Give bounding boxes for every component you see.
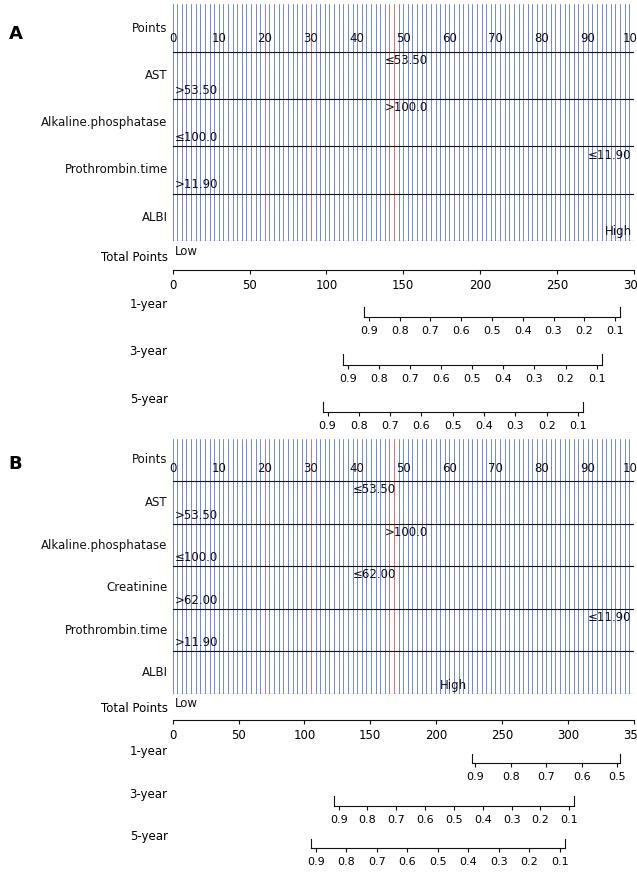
Text: 30: 30 xyxy=(304,462,318,475)
Text: 70: 70 xyxy=(488,31,503,45)
Text: AST: AST xyxy=(145,69,168,82)
Text: 30: 30 xyxy=(304,31,318,45)
Text: Total Points: Total Points xyxy=(101,703,168,716)
Text: 1-year: 1-year xyxy=(129,299,168,311)
Text: 80: 80 xyxy=(534,462,549,475)
Text: 0: 0 xyxy=(169,31,176,45)
Text: 20: 20 xyxy=(257,462,272,475)
Text: 5-year: 5-year xyxy=(130,830,168,843)
Text: ≤53.50: ≤53.50 xyxy=(385,54,428,67)
Text: Total Points: Total Points xyxy=(101,251,168,264)
Text: ALBI: ALBI xyxy=(141,210,168,223)
Text: 60: 60 xyxy=(442,462,457,475)
Text: 80: 80 xyxy=(534,31,549,45)
Text: 50: 50 xyxy=(396,31,411,45)
Text: >11.90: >11.90 xyxy=(175,178,218,191)
Text: 60: 60 xyxy=(442,31,457,45)
Text: 50: 50 xyxy=(396,462,411,475)
Text: 20: 20 xyxy=(257,31,272,45)
Text: ≤100.0: ≤100.0 xyxy=(175,551,218,564)
Text: ≤100.0: ≤100.0 xyxy=(175,131,218,144)
Text: 5-year: 5-year xyxy=(130,393,168,406)
Text: 100: 100 xyxy=(623,31,637,45)
Text: 40: 40 xyxy=(350,462,364,475)
Text: >100.0: >100.0 xyxy=(385,526,428,539)
Text: >53.50: >53.50 xyxy=(175,84,218,97)
Text: ≤11.90: ≤11.90 xyxy=(588,148,631,162)
Text: High: High xyxy=(605,225,631,238)
Text: 40: 40 xyxy=(350,31,364,45)
Text: 70: 70 xyxy=(488,462,503,475)
Text: >11.90: >11.90 xyxy=(175,636,218,650)
Text: >53.50: >53.50 xyxy=(175,509,218,522)
Text: 3-year: 3-year xyxy=(130,346,168,359)
Text: 10: 10 xyxy=(211,462,226,475)
Text: Low: Low xyxy=(175,698,198,711)
Text: ALBI: ALBI xyxy=(141,666,168,679)
Text: 100: 100 xyxy=(623,462,637,475)
Text: ≤11.90: ≤11.90 xyxy=(588,611,631,624)
Text: ≤53.50: ≤53.50 xyxy=(352,484,396,497)
Text: 1-year: 1-year xyxy=(129,745,168,758)
Text: 0: 0 xyxy=(169,462,176,475)
Text: ≤62.00: ≤62.00 xyxy=(352,568,396,581)
Text: A: A xyxy=(9,24,23,43)
Text: Prothrombin.time: Prothrombin.time xyxy=(64,623,168,636)
Text: Points: Points xyxy=(132,453,168,466)
Text: 3-year: 3-year xyxy=(130,787,168,801)
Text: Alkaline.phosphatase: Alkaline.phosphatase xyxy=(41,116,168,129)
Text: 90: 90 xyxy=(580,31,595,45)
Text: Prothrombin.time: Prothrombin.time xyxy=(64,163,168,176)
Text: High: High xyxy=(440,679,468,692)
Text: B: B xyxy=(9,455,22,473)
Text: Points: Points xyxy=(132,22,168,35)
Text: Creatinine: Creatinine xyxy=(106,581,168,595)
Text: 90: 90 xyxy=(580,462,595,475)
Text: 10: 10 xyxy=(211,31,226,45)
Text: >62.00: >62.00 xyxy=(175,594,218,607)
Text: Alkaline.phosphatase: Alkaline.phosphatase xyxy=(41,539,168,552)
Text: Low: Low xyxy=(175,244,198,258)
Text: AST: AST xyxy=(145,496,168,509)
Text: >100.0: >100.0 xyxy=(385,101,428,114)
